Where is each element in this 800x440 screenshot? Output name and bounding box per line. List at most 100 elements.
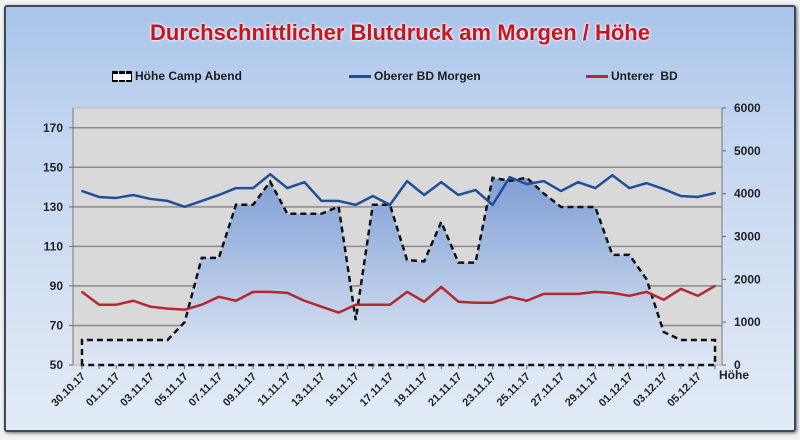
oberer-bd-point <box>252 187 255 190</box>
oberer-bd-point <box>234 187 237 190</box>
unterer-bd-point <box>662 298 665 301</box>
unterer-bd-point <box>183 308 186 311</box>
right-tick-label: 4000 <box>734 187 761 201</box>
unterer-bd-point <box>679 287 682 290</box>
unterer-bd-point <box>696 294 699 297</box>
oberer-bd-point <box>132 193 135 196</box>
hoehe-area <box>82 177 715 365</box>
legend-item-oberer-bd: Oberer BD Morgen <box>349 69 481 83</box>
right-tick-label: 5000 <box>734 144 761 158</box>
unterer-bd-point <box>132 299 135 302</box>
oberer-bd-point <box>560 190 563 193</box>
oberer-bd-point <box>200 199 203 202</box>
unterer-bd-point <box>115 303 118 306</box>
oberer-bd-point <box>320 199 323 202</box>
oberer-bd-point <box>98 195 101 198</box>
oberer-bd-point <box>628 187 631 190</box>
x-tick-label: 03.12.17 <box>631 371 670 410</box>
unterer-bd-point <box>645 290 648 293</box>
legend-label: Höhe Camp Abend <box>135 69 242 83</box>
x-tick-label: 29.11.17 <box>563 371 601 409</box>
oberer-bd-point <box>611 174 614 177</box>
oberer-bd-point <box>577 181 580 184</box>
unterer-bd-point <box>474 301 477 304</box>
unterer-bd-point <box>611 291 614 294</box>
right-axis-label: Höhe <box>719 368 749 382</box>
left-tick-label: 50 <box>50 358 64 372</box>
x-tick-label: 13.11.17 <box>289 371 327 409</box>
unterer-bd-point <box>252 290 255 293</box>
legend-swatch-red <box>586 74 608 78</box>
oberer-bd-point <box>166 199 169 202</box>
oberer-bd-point <box>679 194 682 197</box>
x-tick-label: 05.12.17 <box>665 371 704 410</box>
right-tick-label: 3000 <box>734 230 761 244</box>
oberer-bd-point <box>645 182 648 185</box>
x-tick-label: 07.11.17 <box>187 371 225 409</box>
x-tick-label: 15.11.17 <box>324 371 362 409</box>
oberer-bd-point <box>542 180 545 183</box>
x-tick-label: 05.11.17 <box>152 371 190 409</box>
oberer-bd-point <box>371 194 374 197</box>
oberer-bd-point <box>696 195 699 198</box>
x-tick-label: 01.11.17 <box>84 371 122 409</box>
unterer-bd-point <box>371 303 374 306</box>
oberer-bd-point <box>714 192 716 195</box>
right-tick-label: 1000 <box>734 315 761 329</box>
unterer-bd-point <box>388 303 391 306</box>
oberer-bd-point <box>286 187 289 190</box>
unterer-bd-point <box>594 290 597 293</box>
oberer-bd-point <box>217 193 220 196</box>
legend-label: Oberer BD Morgen <box>374 69 481 83</box>
legend-swatch-dashed <box>112 70 132 82</box>
oberer-bd-point <box>525 183 528 186</box>
oberer-bd-point <box>440 181 443 184</box>
unterer-bd-point <box>525 299 528 302</box>
x-tick-label: 23.11.17 <box>460 371 498 409</box>
unterer-bd-point <box>354 303 357 306</box>
unterer-bd-point <box>440 285 443 288</box>
x-tick-label: 30.10.17 <box>49 371 88 410</box>
oberer-bd-point <box>354 203 357 206</box>
oberer-bd-point <box>183 205 186 208</box>
legend-label: Unterer BD <box>611 69 678 83</box>
x-tick-label: 25.11.17 <box>495 371 533 409</box>
unterer-bd-point <box>457 300 460 303</box>
unterer-bd-point <box>406 290 409 293</box>
oberer-bd-point <box>303 181 306 184</box>
left-tick-label: 110 <box>44 239 64 253</box>
oberer-bd-point <box>388 203 391 206</box>
unterer-bd-point <box>234 299 237 302</box>
unterer-bd-point <box>320 305 323 308</box>
unterer-bd-point <box>337 311 340 314</box>
left-tick-label: 150 <box>43 160 63 174</box>
oberer-bd-point <box>81 190 83 193</box>
left-tick-label: 170 <box>43 121 63 135</box>
unterer-bd-point <box>423 300 426 303</box>
x-tick-label: 03.11.17 <box>118 371 156 409</box>
right-tick-label: 2000 <box>734 272 761 286</box>
oberer-bd-point <box>406 180 409 183</box>
unterer-bd-point <box>560 292 563 295</box>
unterer-bd-point <box>166 307 169 310</box>
oberer-bd-point <box>115 196 118 199</box>
unterer-bd-point <box>491 301 494 304</box>
oberer-bd-point <box>594 187 597 190</box>
unterer-bd-point <box>508 295 511 298</box>
unterer-bd-point <box>542 292 545 295</box>
unterer-bd-point <box>98 303 101 306</box>
unterer-bd-point <box>286 291 289 294</box>
oberer-bd-line <box>81 172 716 209</box>
unterer-bd-point <box>200 303 203 306</box>
oberer-bd-point <box>491 203 494 206</box>
oberer-bd-point <box>269 173 272 176</box>
unterer-bd-point <box>269 290 272 293</box>
oberer-bd-point <box>149 197 152 200</box>
unterer-bd-point <box>149 305 152 308</box>
x-tick-label: 27.11.17 <box>529 371 567 409</box>
legend-item-hoehe: Höhe Camp Abend <box>112 69 242 83</box>
hoehe-dashed-line <box>80 176 717 367</box>
x-tick-label: 11.11.17 <box>256 371 294 409</box>
oberer-bd-point <box>457 193 460 196</box>
